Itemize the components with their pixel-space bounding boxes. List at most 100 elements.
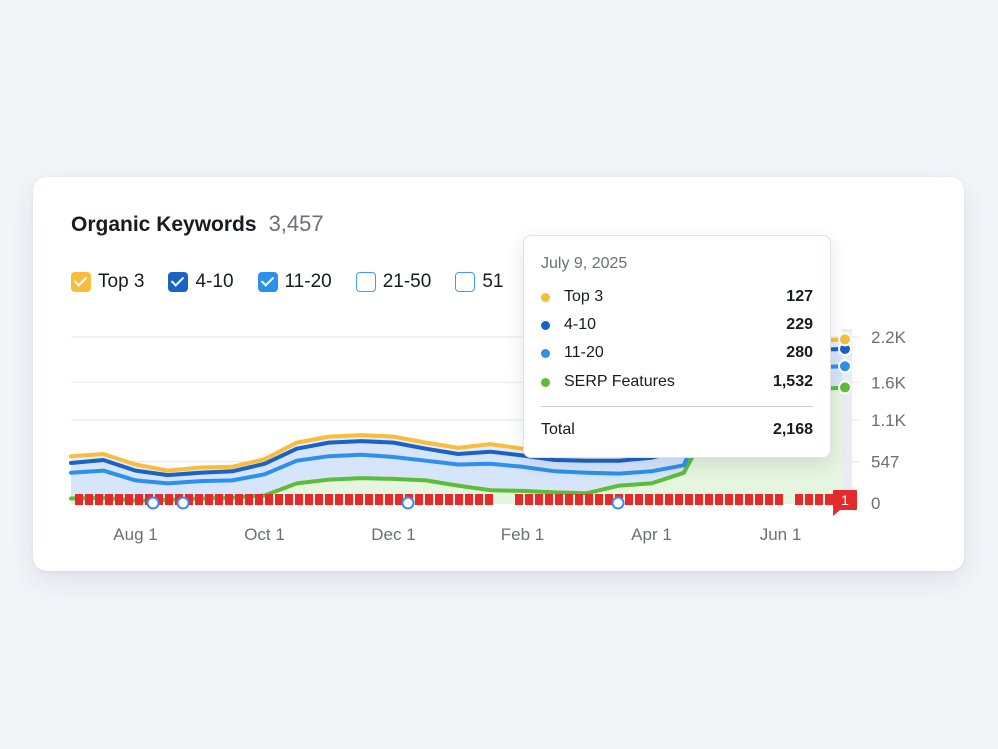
event-flag	[275, 494, 283, 505]
x-tick-label: Aug 1	[113, 525, 157, 544]
event-flag	[365, 494, 373, 505]
event-flag	[75, 494, 83, 505]
tooltip-divider	[541, 406, 813, 407]
hover-column	[842, 329, 852, 503]
event-flag	[735, 494, 743, 505]
event-flag	[355, 494, 363, 505]
event-flag	[95, 494, 103, 505]
event-flag	[585, 494, 593, 505]
tooltip-row-serp-features: SERP Features 1,532	[541, 373, 813, 391]
tooltip-value: 229	[786, 316, 813, 333]
organic-keywords-card: Organic Keywords 3,457 Top 3 4-10 11-20 …	[33, 177, 964, 571]
legend-item-51-100[interactable]: 51	[455, 271, 503, 293]
legend-item-top-3[interactable]: Top 3	[71, 271, 144, 293]
event-flag	[695, 494, 703, 505]
event-flag	[655, 494, 663, 505]
event-flag	[235, 494, 243, 505]
event-flag	[335, 494, 343, 505]
event-flag	[225, 494, 233, 505]
event-flag	[385, 494, 393, 505]
checkbox-11-20[interactable]	[257, 272, 278, 292]
event-flag	[485, 494, 493, 505]
legend-label: 51	[482, 271, 504, 292]
tooltip-value: 280	[786, 344, 813, 361]
y-tick-label: 2.2K	[871, 328, 907, 347]
legend-item-4-10[interactable]: 4-10	[168, 271, 234, 293]
event-flag	[415, 494, 423, 505]
tooltip-label: Top 3	[564, 288, 604, 305]
x-tick-label: Apr 1	[631, 525, 672, 544]
point-marker-serp-features	[838, 380, 852, 395]
y-tick-label: 0	[871, 494, 880, 513]
tooltip-dot-4-10	[541, 320, 550, 330]
card-title: Organic Keywords	[71, 213, 257, 236]
event-flag	[295, 494, 303, 505]
point-marker-11-20	[838, 359, 852, 374]
card-header: Organic Keywords 3,457	[71, 211, 324, 237]
event-flag	[315, 494, 323, 505]
google-update-icon	[146, 496, 160, 510]
event-flag	[445, 494, 453, 505]
event-flag	[85, 494, 93, 505]
event-flag	[345, 494, 353, 505]
tooltip-label: 11-20	[564, 344, 604, 361]
event-flag	[775, 494, 783, 505]
event-flag	[665, 494, 673, 505]
event-badge	[833, 490, 857, 510]
event-flag	[285, 494, 293, 505]
event-flag	[745, 494, 753, 505]
event-flag	[215, 494, 223, 505]
x-tick-label: Jun 1	[760, 525, 802, 544]
legend-label: 11-20	[284, 271, 332, 292]
event-flag	[765, 494, 773, 505]
event-badge-tail	[833, 510, 840, 516]
x-tick-label: Feb 1	[501, 525, 544, 544]
event-flag	[685, 494, 693, 505]
chart-tooltip: July 9, 2025 Top 3 127 4-10 229 11-20 28…	[523, 235, 831, 458]
checkbox-4-10[interactable]	[168, 272, 189, 292]
tooltip-date: July 9, 2025	[541, 255, 628, 272]
event-flag	[825, 494, 833, 505]
event-flag	[245, 494, 253, 505]
event-flag	[515, 494, 523, 505]
event-flag	[255, 494, 263, 505]
event-flag	[605, 494, 613, 505]
legend-item-11-20[interactable]: 11-20	[257, 271, 332, 293]
tooltip-dot-top-3	[541, 292, 550, 302]
event-flag	[625, 494, 633, 505]
tooltip-row-4-10: 4-10 229	[541, 316, 813, 334]
event-flag	[435, 494, 443, 505]
y-tick-label: 1.1K	[871, 411, 907, 430]
event-flag	[805, 494, 813, 505]
event-flag	[105, 494, 113, 505]
keyword-count: 3,457	[268, 211, 324, 236]
event-flag	[555, 494, 563, 505]
legend-label: 4-10	[195, 271, 234, 292]
event-flag	[305, 494, 313, 505]
event-flag	[125, 494, 133, 505]
tooltip-total-value: 2,168	[772, 421, 813, 438]
event-flag	[525, 494, 533, 505]
event-flag	[195, 494, 203, 505]
event-flag	[565, 494, 573, 505]
event-flag	[325, 494, 333, 505]
event-flag	[795, 494, 803, 505]
event-flag	[455, 494, 463, 505]
event-flag	[645, 494, 653, 505]
event-flag	[705, 494, 713, 505]
event-flag	[115, 494, 123, 505]
google-update-icon	[176, 496, 190, 510]
checkbox-21-50[interactable]	[355, 272, 376, 292]
legend-item-21-50[interactable]: 21-50	[355, 271, 431, 293]
event-flag	[395, 494, 403, 505]
checkbox-top-3[interactable]	[71, 272, 91, 292]
y-tick-label: 1.6K	[871, 373, 907, 392]
event-flag	[165, 494, 173, 505]
tooltip-value: 127	[786, 288, 813, 305]
series-legend: Top 3 4-10 11-20 21-50 51	[71, 271, 503, 293]
tooltip-label: 4-10	[564, 316, 597, 333]
checkbox-51-100[interactable]	[455, 272, 476, 292]
event-flag	[465, 494, 473, 505]
event-flag	[135, 494, 143, 505]
point-marker-top-3	[838, 332, 852, 347]
